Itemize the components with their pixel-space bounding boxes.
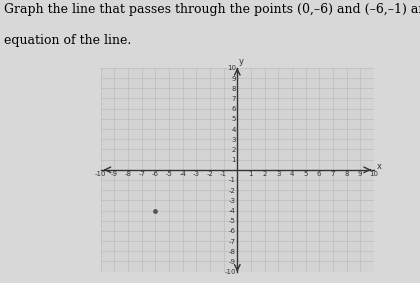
Text: x: x: [376, 162, 381, 171]
Text: equation of the line.: equation of the line.: [4, 34, 131, 47]
Text: Graph the line that passes through the points (0,–6) and (–6,–1) and determine t: Graph the line that passes through the p…: [4, 3, 420, 16]
Text: y: y: [239, 57, 244, 66]
